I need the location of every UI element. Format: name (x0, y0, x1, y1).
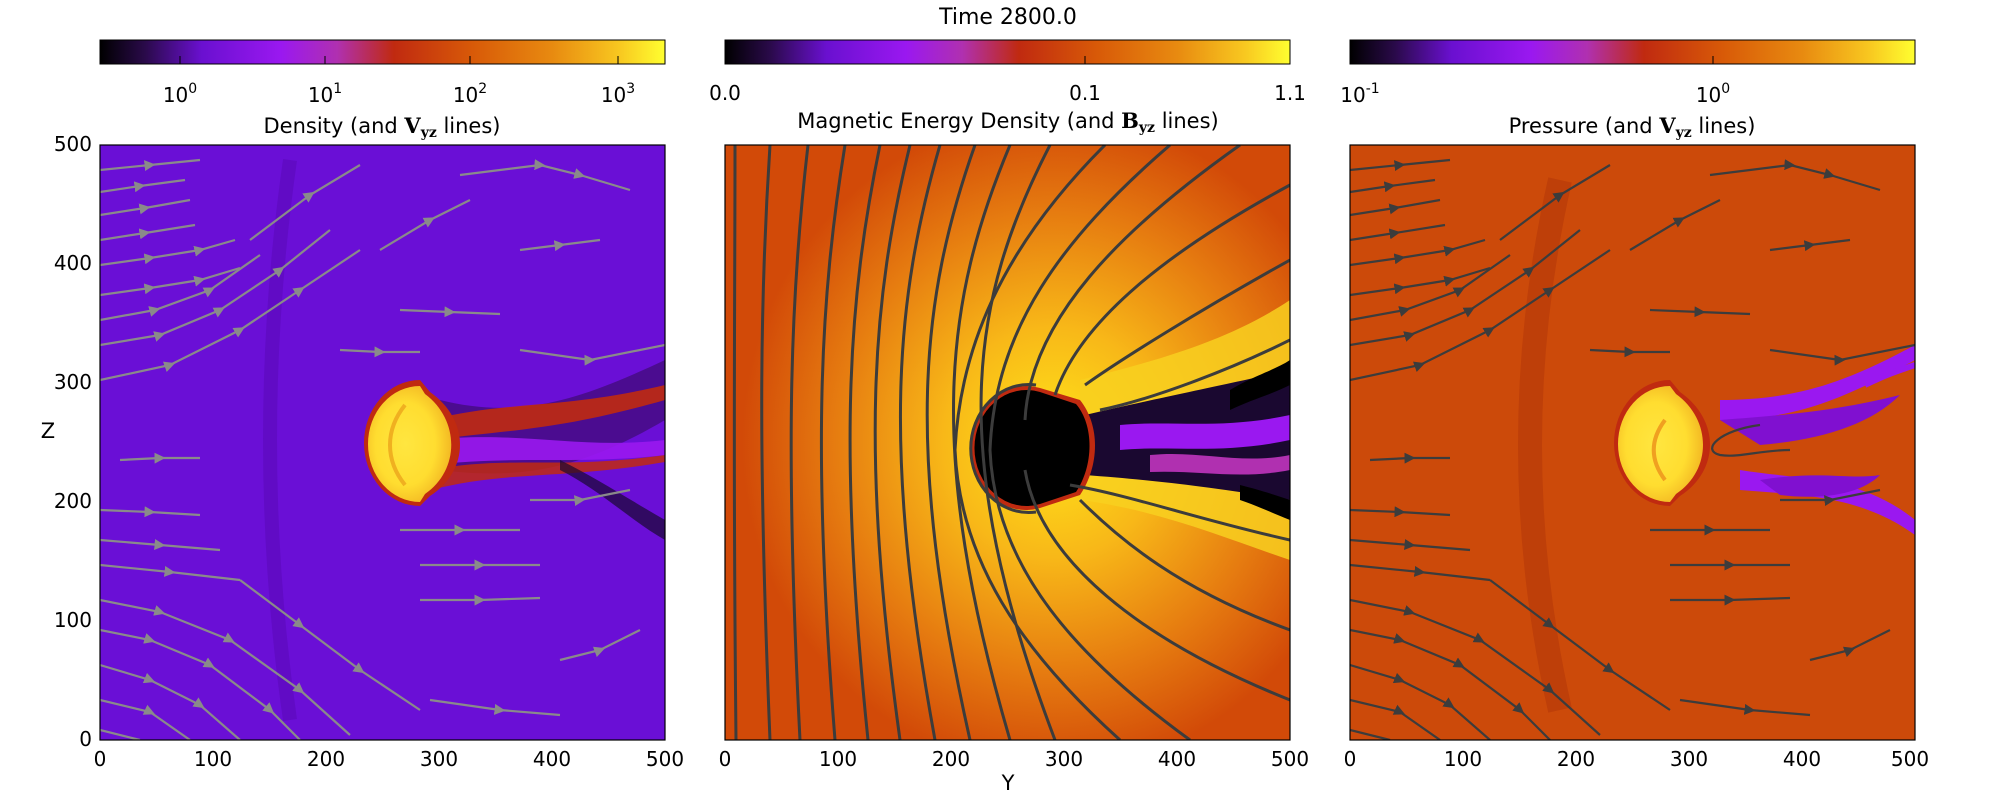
x-tick-0: 0 (719, 747, 732, 771)
x-tick-200: 200 (932, 747, 970, 771)
x-tick-200: 200 (1557, 747, 1595, 771)
x-tick-100: 100 (1444, 747, 1482, 771)
magnetic-field-lines (732, 145, 1290, 740)
colorbar-density-ticks: 100 101 102 103 (163, 56, 635, 107)
cbar-pressure-tick-0: 10-1 (1340, 81, 1379, 107)
panel-density: 100 101 102 103 Density (and Vyz lines) (41, 39, 684, 771)
cbar-magnetic-tick-0: 0.0 (709, 81, 741, 105)
magnetic-x-axis: 0 100 200 300 400 500 Y (719, 747, 1309, 795)
x-tick-500: 500 (1271, 747, 1309, 771)
colorbar-magnetic-ticks: 0.0 0.1 1.1 (709, 56, 1306, 105)
x-tick-0: 0 (94, 747, 107, 771)
x-tick-400: 400 (1783, 747, 1821, 771)
x-tick-300: 300 (1670, 747, 1708, 771)
density-x-axis: 0 100 200 300 400 500 (94, 747, 684, 771)
cbar-pressure-tick-1: 100 (1696, 81, 1730, 107)
density-y-axis: 0 100 200 300 400 500 Z (41, 132, 92, 751)
x-tick-400: 400 (533, 747, 571, 771)
y-tick-200: 200 (54, 489, 92, 513)
cbar-density-tick-2: 102 (453, 81, 487, 107)
x-axis-label: Y (1001, 771, 1015, 795)
cbar-density-tick-3: 103 (601, 81, 635, 107)
cbar-magnetic-tick-1: 0.1 (1069, 81, 1101, 105)
x-tick-300: 300 (420, 747, 458, 771)
panel-magnetic-title: Magnetic Energy Density (and Byz lines) (797, 108, 1218, 136)
panel-magnetic: 0.0 0.1 1.1 Magnetic Energy Density (and… (709, 39, 1309, 795)
x-tick-100: 100 (819, 747, 857, 771)
y-axis-label: Z (41, 419, 55, 443)
y-tick-500: 500 (54, 132, 92, 156)
x-tick-200: 200 (307, 747, 345, 771)
cbar-density-tick-0: 100 (163, 81, 197, 107)
x-tick-500: 500 (1891, 747, 1929, 771)
cbar-density-tick-1: 101 (308, 81, 342, 107)
colorbar-pressure (1349, 39, 1916, 65)
x-tick-400: 400 (1158, 747, 1196, 771)
colorbar-density (99, 39, 666, 65)
panel-pressure: 10-1 100 Pressure (and Vyz lines) (1340, 39, 1929, 771)
panel-pressure-title: Pressure (and Vyz lines) (1509, 113, 1756, 141)
colorbar-pressure-ticks: 10-1 100 (1340, 56, 1730, 107)
density-streamlines (100, 158, 665, 740)
y-tick-400: 400 (54, 251, 92, 275)
pressure-blob (1618, 386, 1703, 502)
x-tick-0: 0 (1344, 747, 1357, 771)
x-tick-300: 300 (1045, 747, 1083, 771)
y-tick-0: 0 (79, 727, 92, 751)
pressure-streamlines (1350, 158, 1915, 740)
density-blob (368, 386, 452, 502)
panel-density-title: Density (and Vyz lines) (264, 113, 501, 141)
magnetic-void (974, 390, 1090, 506)
pressure-x-axis: 0 100 200 300 400 500 (1344, 747, 1929, 771)
cbar-magnetic-tick-2: 1.1 (1274, 81, 1306, 105)
colorbar-magnetic (724, 39, 1291, 65)
y-tick-100: 100 (54, 608, 92, 632)
y-tick-300: 300 (54, 370, 92, 394)
figure-title: Time 2800.0 (938, 5, 1077, 30)
x-tick-100: 100 (194, 747, 232, 771)
x-tick-500: 500 (646, 747, 684, 771)
